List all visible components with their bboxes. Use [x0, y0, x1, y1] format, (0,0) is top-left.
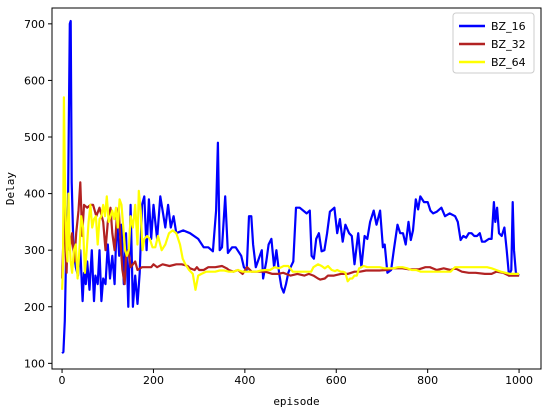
plot-frame [51, 7, 542, 370]
y-tick-label: 400 [24, 188, 45, 201]
x-axis: 0 200 400 600 800 1000 [59, 369, 533, 387]
x-tick-label: 0 [59, 374, 66, 387]
series-line-bz-64 [61, 96, 520, 291]
x-tick-label: 400 [234, 374, 255, 387]
legend: BZ_16 BZ_32 BZ_64 [452, 12, 535, 74]
y-axis-title: Delay [4, 172, 17, 205]
x-tick-label: 600 [326, 374, 347, 387]
x-axis-title: episode [273, 395, 319, 408]
x-tick-label: 200 [143, 374, 164, 387]
y-tick-label: 500 [24, 131, 45, 144]
y-axis: 100 200 300 400 500 600 700 [24, 18, 52, 370]
series-lines [61, 19, 520, 355]
y-tick-label: 300 [24, 244, 45, 257]
legend-box [452, 12, 535, 74]
legend-label: BZ_16 [491, 20, 526, 33]
y-tick-label: 100 [24, 357, 45, 370]
y-tick-label: 700 [24, 18, 45, 31]
y-tick-label: 200 [24, 301, 45, 314]
x-tick-label: 800 [417, 374, 438, 387]
legend-label: BZ_32 [491, 38, 526, 51]
plot-area [51, 7, 542, 370]
x-tick-label: 1000 [505, 374, 533, 387]
series-line-bz-16 [61, 19, 520, 355]
legend-label: BZ_64 [491, 56, 526, 69]
y-tick-label: 600 [24, 74, 45, 87]
